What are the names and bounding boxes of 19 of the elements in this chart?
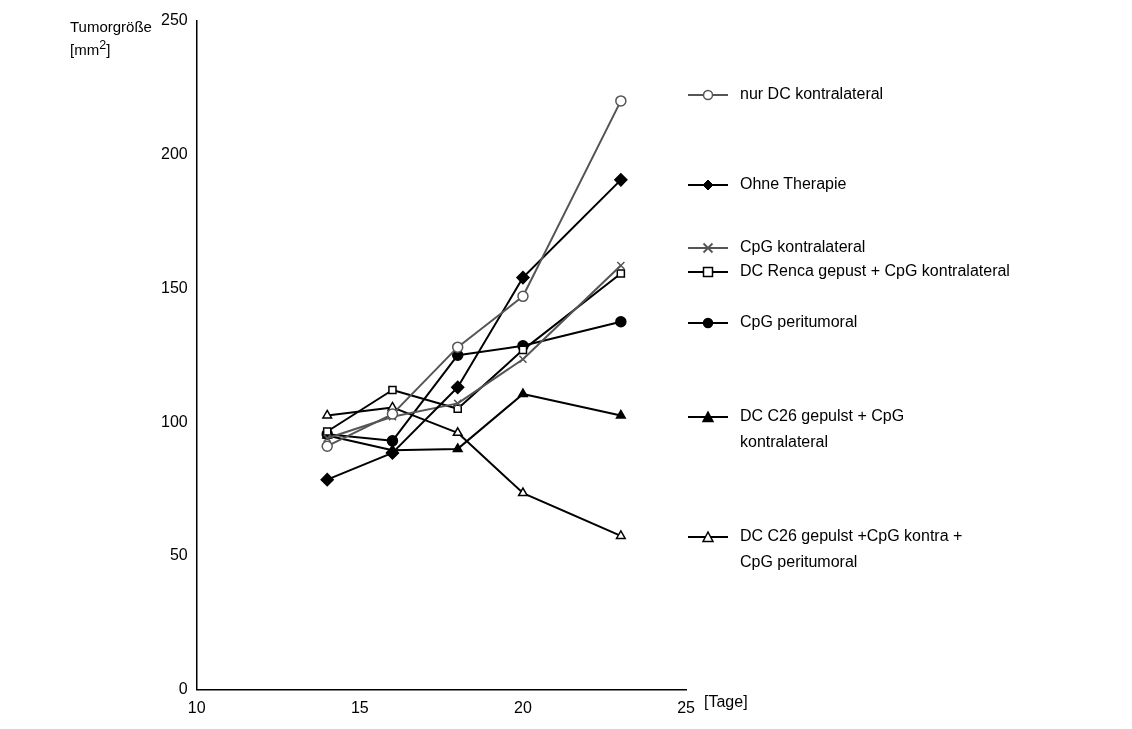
y-tick-label: 200: [160, 144, 188, 162]
y-tick-label: 0: [178, 680, 188, 698]
legend-label: nur DC kontralateral: [740, 84, 884, 104]
y-tick-label: 150: [160, 278, 188, 296]
x-axis-title: [Tage]: [704, 693, 748, 711]
y-tick-label: 100: [160, 412, 188, 430]
legend-label: CpG peritumoral: [740, 312, 858, 332]
x-tick-label: 10: [187, 698, 206, 716]
legend-label: CpG kontralateral: [740, 237, 866, 257]
legend-label: DC Renca gepust + CpG kontralateral: [740, 261, 1010, 281]
y-tick-label: 50: [169, 546, 188, 564]
legend-label: Ohne Therapie: [740, 174, 847, 194]
legend-label: DC C26 gepulst + CpG kontralateral: [740, 406, 906, 452]
x-tick-label: 20: [514, 698, 532, 716]
y-axis-title: Tumorgröße [mm$^{2}$]: [70, 18, 152, 59]
y-tick-label: 250: [160, 11, 188, 29]
x-tick-label: 25: [677, 698, 696, 716]
legend-label: DC C26 gepulst +CpG kontra + CpG peritumoral: [740, 526, 964, 572]
x-tick-label: 15: [350, 698, 369, 716]
